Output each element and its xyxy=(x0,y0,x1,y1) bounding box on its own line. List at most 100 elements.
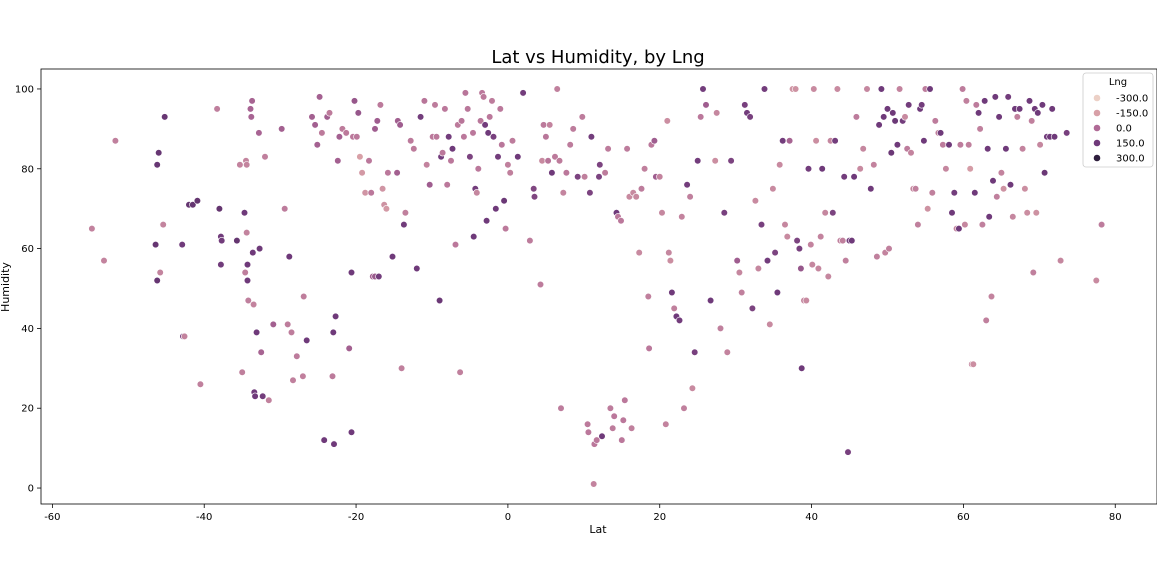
data-point xyxy=(451,241,460,249)
data-point xyxy=(831,137,839,145)
data-point xyxy=(426,181,434,189)
data-point xyxy=(325,109,334,117)
legend-marker xyxy=(1093,94,1101,102)
x-tick-label: -20 xyxy=(348,512,364,523)
data-point xyxy=(285,253,293,261)
data-point xyxy=(766,320,774,329)
legend-label: -300.0 xyxy=(1116,94,1148,105)
data-point xyxy=(939,141,947,149)
data-point xyxy=(460,133,468,141)
data-point xyxy=(883,105,892,113)
data-point xyxy=(785,137,794,145)
data-point xyxy=(958,85,967,93)
data-point xyxy=(606,404,615,412)
data-point xyxy=(562,169,571,177)
data-point xyxy=(668,288,676,297)
data-point xyxy=(456,368,464,376)
data-point xyxy=(793,237,801,245)
data-point xyxy=(350,97,359,105)
data-point xyxy=(716,324,725,333)
legend-label: 300.0 xyxy=(1116,154,1145,165)
data-point xyxy=(1032,209,1040,217)
data-point xyxy=(905,101,913,109)
data-point xyxy=(498,141,506,149)
data-point xyxy=(243,229,251,237)
data-point xyxy=(969,360,977,368)
data-point xyxy=(236,161,244,169)
data-point xyxy=(802,296,810,305)
x-tick-label: 20 xyxy=(653,512,666,523)
data-point xyxy=(618,436,626,444)
data-point xyxy=(300,292,308,301)
data-point xyxy=(791,85,800,93)
data-point xyxy=(388,253,397,261)
data-point xyxy=(1004,93,1012,101)
data-point xyxy=(587,133,596,141)
data-point xyxy=(926,85,934,93)
x-axis-ticks: -60 -40 -20 0 20 40 60 80 xyxy=(44,504,1122,523)
data-point xyxy=(644,292,652,301)
data-point xyxy=(713,109,721,117)
legend-label: 150.0 xyxy=(1116,139,1145,150)
data-point xyxy=(111,137,119,145)
data-point xyxy=(407,137,415,145)
data-point xyxy=(738,288,746,297)
data-point xyxy=(243,276,252,285)
data-point xyxy=(663,117,671,125)
y-axis-ticks: 0 20 40 60 80 100 xyxy=(15,84,41,495)
data-point xyxy=(470,233,478,241)
data-point xyxy=(257,348,265,356)
data-point xyxy=(256,245,264,253)
data-point xyxy=(519,89,527,97)
data-point xyxy=(544,157,552,165)
data-point xyxy=(248,97,256,105)
data-point xyxy=(448,145,457,153)
data-point xyxy=(431,101,439,109)
data-point xyxy=(928,189,936,197)
chart-title: Lat vs Humidity, by Lng xyxy=(491,47,704,68)
data-point xyxy=(632,193,640,201)
data-point xyxy=(627,424,636,432)
data-point xyxy=(640,165,649,173)
data-point xyxy=(974,109,983,117)
data-point xyxy=(161,113,169,121)
data-point xyxy=(1025,97,1034,105)
data-point xyxy=(984,145,992,153)
data-point xyxy=(334,157,342,165)
data-point xyxy=(384,169,392,177)
data-point xyxy=(1092,276,1100,285)
data-point xyxy=(443,181,451,189)
data-point xyxy=(997,169,1006,177)
data-point xyxy=(797,264,805,273)
data-point xyxy=(875,121,883,129)
data-point xyxy=(891,117,899,125)
data-point xyxy=(329,328,337,337)
data-point xyxy=(578,113,586,121)
data-point xyxy=(469,129,477,137)
data-point xyxy=(810,85,818,93)
data-point xyxy=(255,129,263,137)
data-point xyxy=(566,141,574,149)
data-point xyxy=(496,105,504,113)
data-point xyxy=(914,221,922,229)
data-point xyxy=(763,257,772,265)
data-point xyxy=(1018,145,1027,153)
data-point xyxy=(779,137,787,145)
data-point xyxy=(595,173,603,181)
data-point xyxy=(1002,145,1010,153)
data-point xyxy=(1015,105,1024,113)
data-point xyxy=(466,153,474,161)
data-point xyxy=(895,85,904,93)
data-point xyxy=(995,113,1003,121)
data-point xyxy=(751,197,760,205)
data-point xyxy=(623,145,631,153)
data-point xyxy=(918,101,926,109)
data-point xyxy=(877,85,886,93)
data-point xyxy=(586,189,594,197)
data-point xyxy=(474,165,482,173)
data-point xyxy=(966,165,974,173)
data-point xyxy=(821,209,829,217)
data-point xyxy=(920,137,928,145)
data-point xyxy=(852,113,861,121)
data-point xyxy=(741,101,749,109)
